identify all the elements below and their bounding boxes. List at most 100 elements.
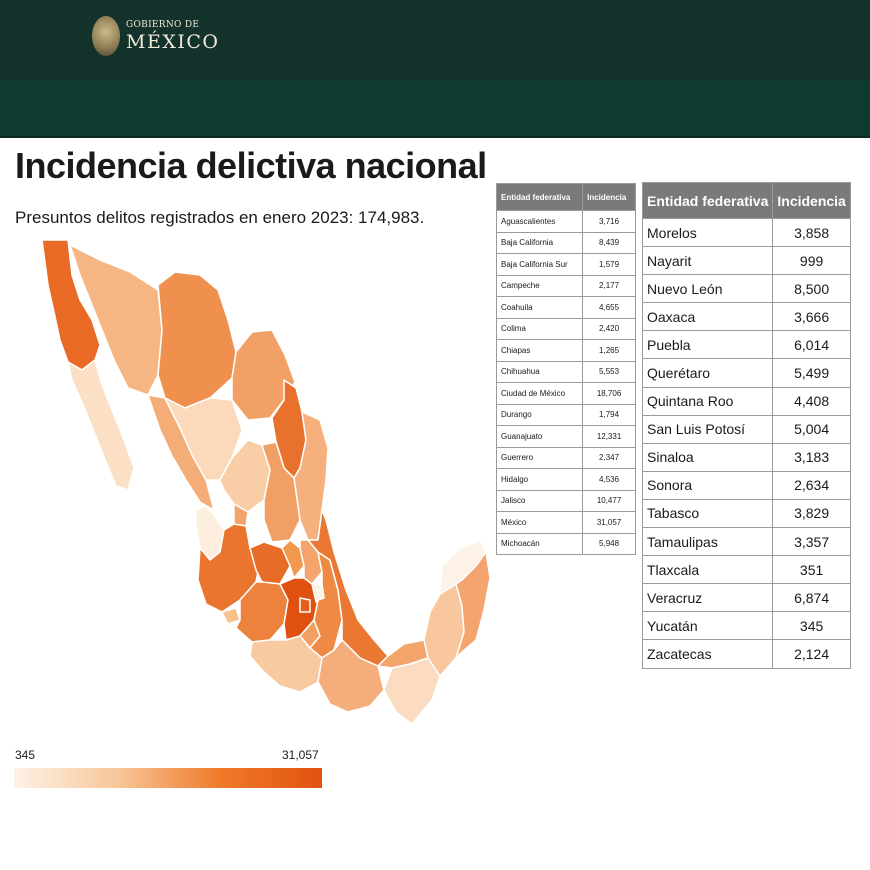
- region-baja-california-sur: [67, 359, 135, 491]
- incidence-value-cell: 4,536: [582, 468, 636, 491]
- page-title: Incidencia delictiva nacional: [15, 145, 487, 186]
- entity-column-header: Entidad federativa: [495, 183, 584, 211]
- nav-bar: [0, 80, 870, 138]
- table-row: Morelos 3,858: [641, 217, 851, 248]
- table-row: Durango 1,794: [495, 403, 636, 426]
- incidence-value-cell: 2,177: [582, 274, 636, 297]
- region-chiapas: [383, 657, 441, 725]
- incidence-value-cell: 2,124: [772, 639, 851, 669]
- entity-name-cell: San Luis Potosí: [641, 414, 774, 444]
- incidence-value-cell: 18,706: [582, 382, 636, 405]
- entity-name-cell: Veracruz: [641, 583, 774, 613]
- incidence-table-1: Entidad federativa Incidencia Aguascalie…: [495, 183, 636, 555]
- table-row: México 31,057: [495, 511, 636, 534]
- entity-column-header: Entidad federativa: [641, 182, 774, 219]
- table-row: Ciudad de México 18,706: [495, 382, 636, 405]
- incidence-value-cell: 1,265: [582, 339, 636, 362]
- legend-min-label: 345: [15, 748, 36, 762]
- entity-name-cell: Morelos: [641, 217, 774, 248]
- table-row: Zacatecas 2,124: [641, 639, 851, 669]
- table-row: Tabasco 3,829: [641, 498, 851, 529]
- incidence-value-cell: 3,829: [772, 498, 851, 529]
- incidence-value-cell: 3,357: [772, 527, 851, 557]
- entity-name-cell: Campeche: [495, 274, 584, 297]
- incidence-value-cell: 4,408: [772, 386, 851, 416]
- incidence-value-cell: 10,477: [582, 489, 636, 512]
- incidence-value-cell: 2,347: [582, 446, 636, 469]
- entity-name-cell: Yucatán: [641, 611, 774, 641]
- incidence-value-cell: 5,499: [772, 358, 851, 388]
- entity-name-cell: Colima: [495, 317, 584, 340]
- entity-name-cell: Michoacán: [495, 532, 584, 555]
- table-row: Guanajuato 12,331: [495, 425, 636, 448]
- incidence-value-cell: 8,439: [582, 231, 636, 254]
- table-row: Colima 2,420: [495, 317, 636, 340]
- region-zacatecas: [219, 439, 271, 513]
- incidence-column-header: Incidencia: [772, 182, 851, 219]
- table-row: Nayarit 999: [641, 246, 851, 276]
- table-row: Sinaloa 3,183: [641, 442, 851, 472]
- table-row: Puebla 6,014: [641, 330, 851, 360]
- entity-name-cell: Nayarit: [641, 246, 774, 276]
- entity-name-cell: Oaxaca: [641, 302, 774, 332]
- table-row: Tlaxcala 351: [641, 555, 851, 585]
- entity-name-cell: Zacatecas: [641, 639, 774, 669]
- entity-name-cell: Chihuahua: [495, 360, 584, 383]
- incidence-value-cell: 351: [772, 555, 851, 585]
- table-row: Guerrero 2,347: [495, 446, 636, 469]
- entity-name-cell: Baja California: [495, 231, 584, 254]
- table-row: Hidalgo 4,536: [495, 468, 636, 491]
- entity-name-cell: Tlaxcala: [641, 555, 774, 585]
- table-row: Tamaulipas 3,357: [641, 527, 851, 557]
- incidence-value-cell: 2,420: [582, 317, 636, 340]
- entity-name-cell: Quintana Roo: [641, 386, 774, 416]
- entity-name-cell: Querétaro: [641, 358, 774, 388]
- table-row: Yucatán 345: [641, 611, 851, 641]
- mexico-choropleth-map: [41, 239, 491, 725]
- table-row: Quintana Roo 4,408: [641, 386, 851, 416]
- entity-name-cell: México: [495, 511, 584, 534]
- color-scale-bar: [14, 768, 322, 788]
- incidence-value-cell: 5,553: [582, 360, 636, 383]
- region-guanajuato: [249, 541, 291, 585]
- entity-name-cell: Baja California Sur: [495, 253, 584, 276]
- logo-text-small: GOBIERNO DE: [126, 19, 200, 30]
- incidence-value-cell: 4,655: [582, 296, 636, 319]
- table-row: Sonora 2,634: [641, 470, 851, 500]
- table-row: Oaxaca 3,666: [641, 302, 851, 332]
- table-row: Veracruz 6,874: [641, 583, 851, 613]
- incidence-value-cell: 6,874: [772, 583, 851, 613]
- incidence-value-cell: 5,004: [772, 414, 851, 444]
- incidence-value-cell: 3,716: [582, 210, 636, 233]
- table-row: Campeche 2,177: [495, 274, 636, 297]
- table-row: Michoacán 5,948: [495, 532, 636, 555]
- incidence-value-cell: 6,014: [772, 330, 851, 360]
- incidence-table-2: Entidad federativa Incidencia Morelos 3,8…: [641, 182, 851, 669]
- region-chihuahua: [157, 271, 237, 409]
- incidence-value-cell: 12,331: [582, 425, 636, 448]
- gobierno-logo[interactable]: GOBIERNO DE MÉXICO: [92, 16, 219, 56]
- entity-name-cell: Coahuila: [495, 296, 584, 319]
- legend-max-label: 31,057: [282, 748, 319, 762]
- incidence-value-cell: 5,948: [582, 532, 636, 555]
- entity-name-cell: Tamaulipas: [641, 527, 774, 557]
- incidence-value-cell: 999: [772, 246, 851, 276]
- entity-name-cell: Tabasco: [641, 498, 774, 529]
- entity-name-cell: Guerrero: [495, 446, 584, 469]
- region-quintana-roo: [455, 551, 491, 659]
- incidence-column-header: Incidencia: [582, 183, 636, 211]
- table-row: Jalisco 10,477: [495, 489, 636, 512]
- entity-name-cell: Chiapas: [495, 339, 584, 362]
- page-subtitle: Presuntos delitos registrados en enero 2…: [15, 208, 425, 227]
- table-row: Chiapas 1,265: [495, 339, 636, 362]
- entity-name-cell: Aguascalientes: [495, 210, 584, 233]
- table-row: Chihuahua 5,553: [495, 360, 636, 383]
- incidence-value-cell: 3,858: [772, 217, 851, 248]
- table-row: Aguascalientes 3,716: [495, 210, 636, 233]
- incidence-value-cell: 1,794: [582, 403, 636, 426]
- incidence-value-cell: 3,666: [772, 302, 851, 332]
- entity-name-cell: Durango: [495, 403, 584, 426]
- logo-text-big: MÉXICO: [126, 30, 220, 53]
- national-seal-icon: [92, 16, 120, 56]
- table-row: Coahuila 4,655: [495, 296, 636, 319]
